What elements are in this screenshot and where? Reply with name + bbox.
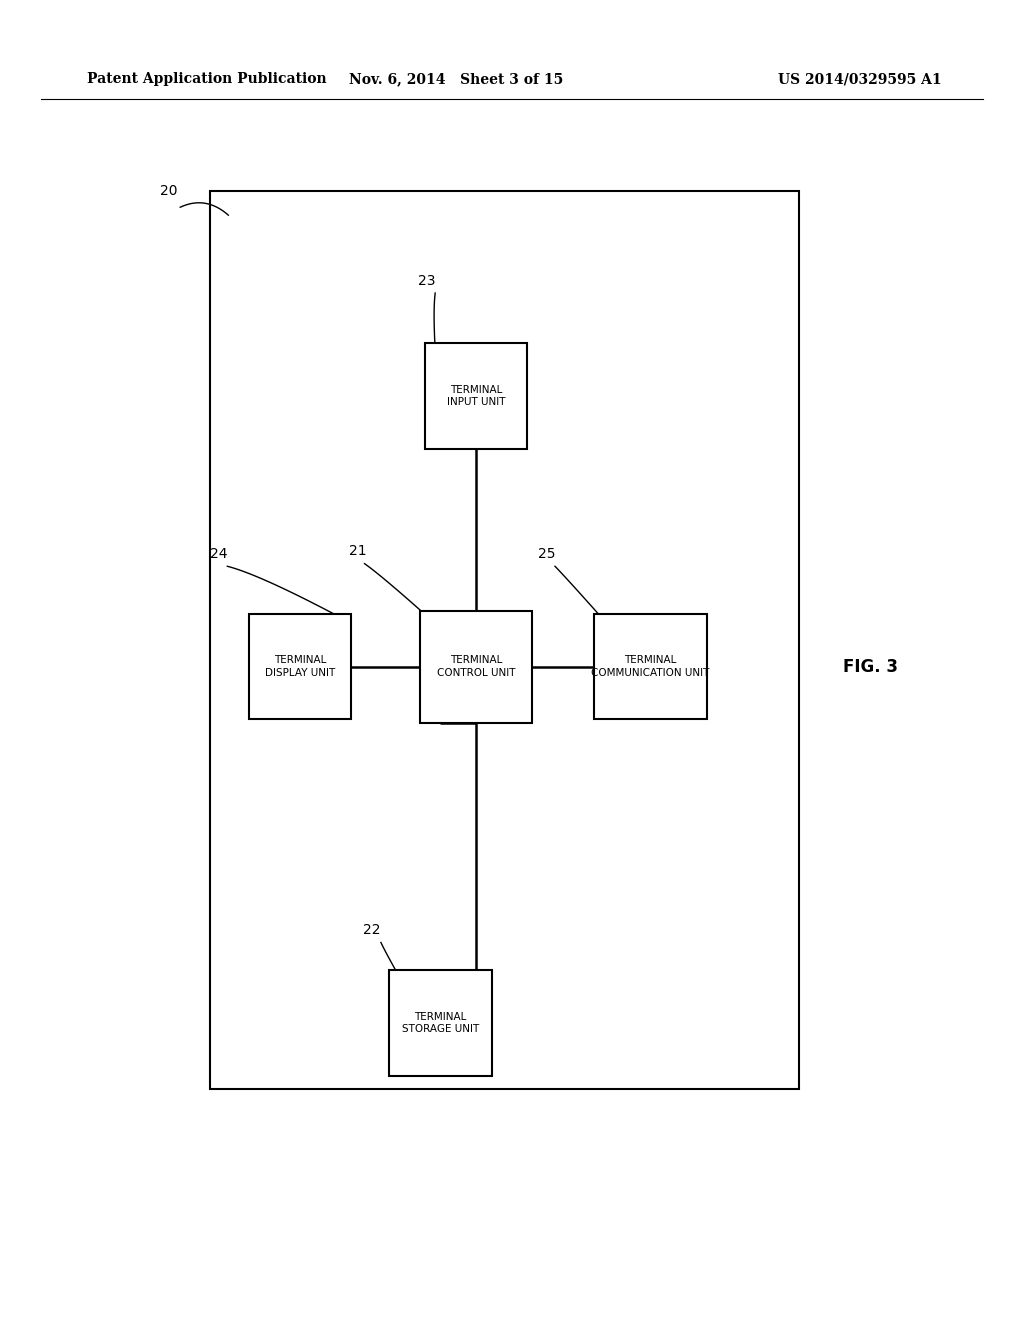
Text: TERMINAL
COMMUNICATION UNIT: TERMINAL COMMUNICATION UNIT [591,656,710,677]
Bar [389,970,492,1076]
Text: TERMINAL
INPUT UNIT: TERMINAL INPUT UNIT [446,385,506,407]
Bar [594,614,707,719]
Text: 23: 23 [418,273,435,288]
Bar [420,610,532,722]
Text: TERMINAL
DISPLAY UNIT: TERMINAL DISPLAY UNIT [265,656,335,677]
Text: TERMINAL
CONTROL UNIT: TERMINAL CONTROL UNIT [437,656,515,677]
Text: Patent Application Publication: Patent Application Publication [87,73,327,86]
Bar [249,614,351,719]
Text: 21: 21 [349,544,367,558]
Text: FIG. 3: FIG. 3 [843,657,898,676]
Text: Nov. 6, 2014   Sheet 3 of 15: Nov. 6, 2014 Sheet 3 of 15 [348,73,563,86]
Bar [425,343,527,449]
Text: 22: 22 [364,923,381,937]
Text: TERMINAL
STORAGE UNIT: TERMINAL STORAGE UNIT [401,1012,479,1034]
Text: 24: 24 [210,546,227,561]
Text: 25: 25 [538,546,555,561]
Text: US 2014/0329595 A1: US 2014/0329595 A1 [778,73,942,86]
Bar [210,191,799,1089]
Text: 20: 20 [160,183,177,198]
